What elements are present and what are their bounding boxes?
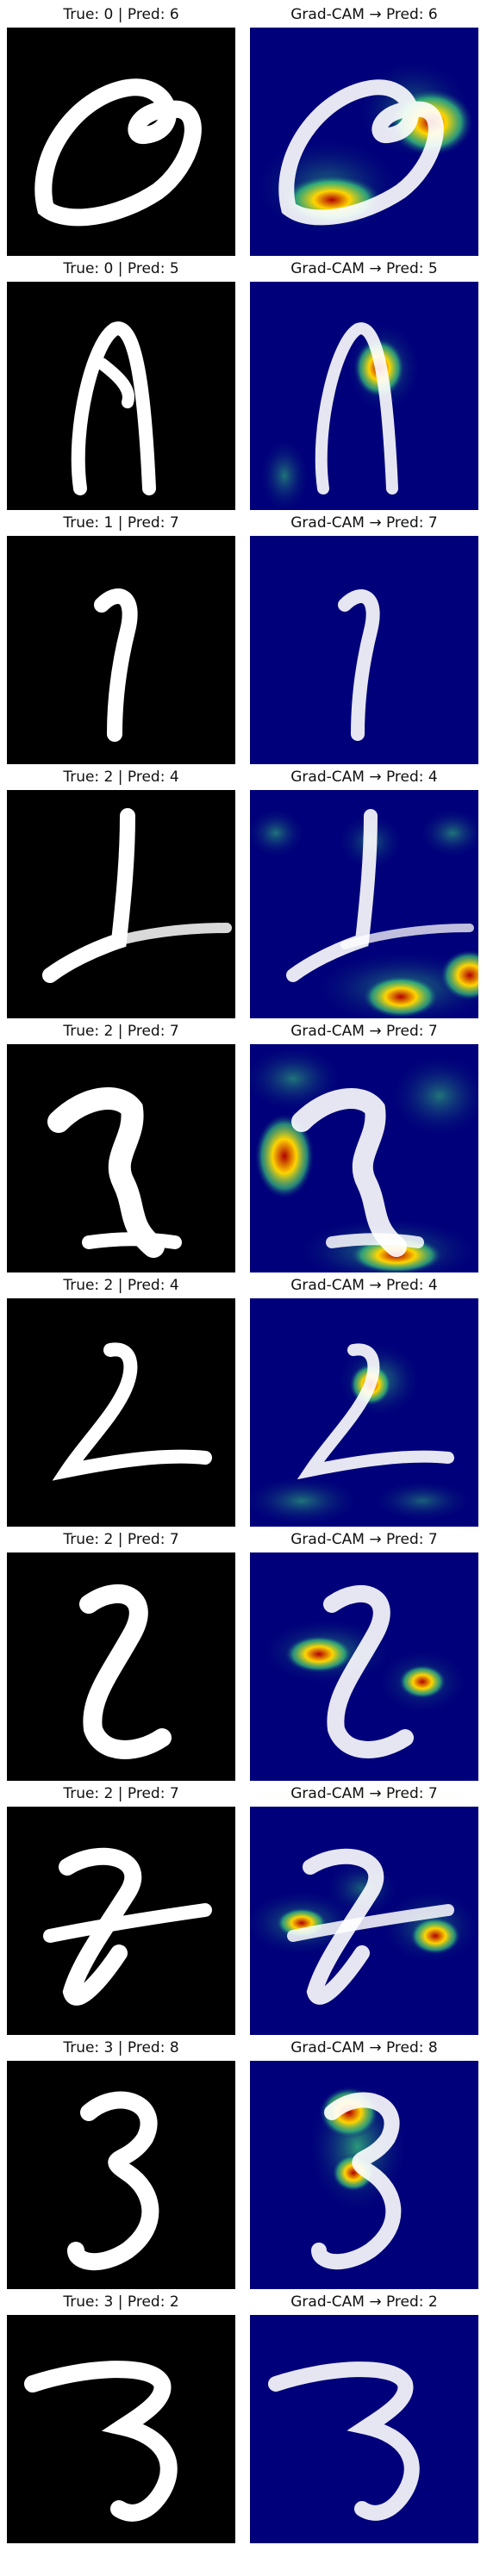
digit-image (7, 790, 235, 1018)
panel-title: True: 2 | Pred: 4 (63, 768, 179, 786)
raw-digit-panel: True: 0 | Pred: 6 (7, 2, 235, 256)
digit-image (7, 282, 235, 510)
panel-title: Grad-CAM → Pred: 8 (290, 2039, 438, 2056)
panel-title: True: 1 | Pred: 7 (63, 514, 179, 532)
gradcam-panel: Grad-CAM → Pred: 7 (250, 510, 478, 764)
panel-title: Grad-CAM → Pred: 5 (290, 260, 438, 277)
panel-title: Grad-CAM → Pred: 7 (290, 1023, 438, 1040)
gradcam-image (250, 28, 478, 256)
gradcam-image (250, 790, 478, 1018)
digit-image (7, 28, 235, 256)
panel-title: True: 0 | Pred: 6 (63, 6, 179, 23)
digit-image (7, 1807, 235, 2035)
panel-title: True: 2 | Pred: 7 (63, 1785, 179, 1802)
raw-digit-panel: True: 2 | Pred: 7 (7, 1018, 235, 1272)
panel-title: True: 2 | Pred: 7 (63, 1531, 179, 1548)
gradcam-panel: Grad-CAM → Pred: 7 (250, 1781, 478, 2035)
panel-title: Grad-CAM → Pred: 7 (290, 1531, 438, 1548)
panel-title: True: 3 | Pred: 2 (63, 2293, 179, 2311)
panel-title: True: 0 | Pred: 5 (63, 260, 179, 277)
digit-image (7, 1552, 235, 1781)
gradcam-panel: Grad-CAM → Pred: 6 (250, 2, 478, 256)
digit-image (7, 536, 235, 764)
raw-digit-panel: True: 2 | Pred: 7 (7, 1527, 235, 1781)
raw-digit-panel: True: 0 | Pred: 5 (7, 256, 235, 510)
panel-title: True: 3 | Pred: 8 (63, 2039, 179, 2056)
panel-title: Grad-CAM → Pred: 2 (290, 2293, 438, 2311)
gradcam-image (250, 536, 478, 764)
digit-image (7, 2315, 235, 2543)
gradcam-panel: Grad-CAM → Pred: 7 (250, 1018, 478, 1272)
panel-title: Grad-CAM → Pred: 6 (290, 6, 438, 23)
panel-title: Grad-CAM → Pred: 4 (290, 1277, 438, 1294)
digit-image (7, 1298, 235, 1527)
gradcam-panel: Grad-CAM → Pred: 4 (250, 764, 478, 1018)
gradcam-image (250, 2315, 478, 2543)
raw-digit-panel: True: 1 | Pred: 7 (7, 510, 235, 764)
gradcam-image (250, 2061, 478, 2289)
raw-digit-panel: True: 3 | Pred: 8 (7, 2035, 235, 2289)
panel-title: Grad-CAM → Pred: 7 (290, 1785, 438, 1802)
raw-digit-panel: True: 3 | Pred: 2 (7, 2289, 235, 2543)
gradcam-image (250, 1298, 478, 1527)
digit-image (7, 1044, 235, 1272)
panel-title: True: 2 | Pred: 7 (63, 1023, 179, 1040)
gradcam-panel: Grad-CAM → Pred: 4 (250, 1272, 478, 1527)
digit-image (7, 2061, 235, 2289)
panel-title: Grad-CAM → Pred: 7 (290, 514, 438, 532)
panel-title: Grad-CAM → Pred: 4 (290, 768, 438, 786)
gradcam-image (250, 1044, 478, 1272)
raw-digit-panel: True: 2 | Pred: 4 (7, 1272, 235, 1527)
panel-title: True: 2 | Pred: 4 (63, 1277, 179, 1294)
gradcam-image (250, 1552, 478, 1781)
gradcam-panel: Grad-CAM → Pred: 8 (250, 2035, 478, 2289)
gradcam-panel: Grad-CAM → Pred: 2 (250, 2289, 478, 2543)
gradcam-panel: Grad-CAM → Pred: 5 (250, 256, 478, 510)
gradcam-panel: Grad-CAM → Pred: 7 (250, 1527, 478, 1781)
raw-digit-panel: True: 2 | Pred: 4 (7, 764, 235, 1018)
gradcam-image (250, 1807, 478, 2035)
gradcam-image (250, 282, 478, 510)
raw-digit-panel: True: 2 | Pred: 7 (7, 1781, 235, 2035)
